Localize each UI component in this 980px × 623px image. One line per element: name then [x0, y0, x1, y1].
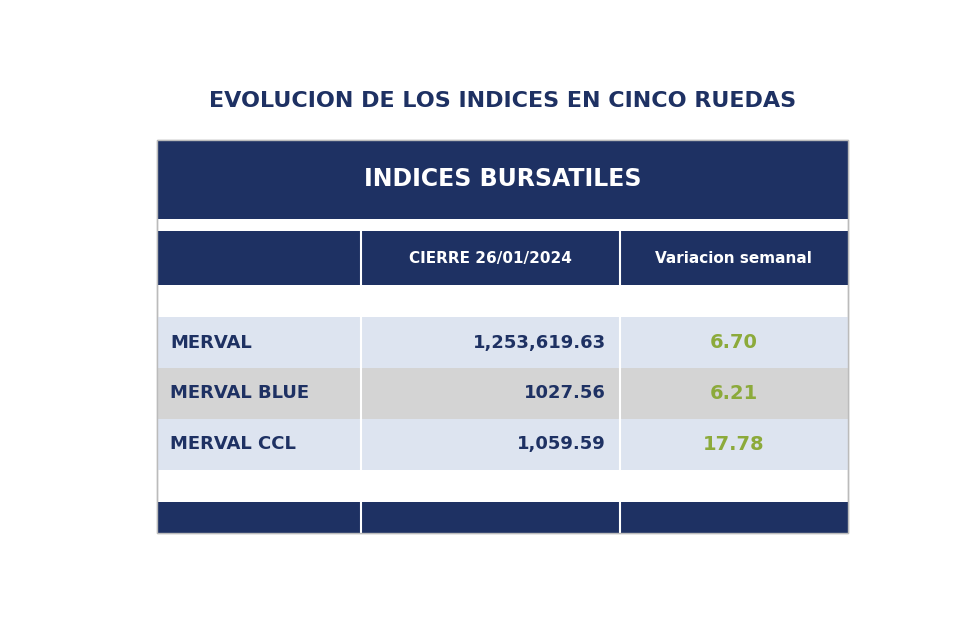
Text: 6.21: 6.21 — [710, 384, 758, 403]
Text: 1027.56: 1027.56 — [524, 384, 606, 402]
Text: CIERRE 26/01/2024: CIERRE 26/01/2024 — [409, 250, 571, 265]
Text: INDICES BURSATILES: INDICES BURSATILES — [364, 168, 641, 191]
Text: 1,253,619.63: 1,253,619.63 — [473, 334, 606, 351]
Text: MERVAL CCL: MERVAL CCL — [171, 435, 296, 453]
Bar — [157, 140, 848, 533]
Bar — [157, 368, 848, 419]
Bar — [157, 140, 848, 219]
Text: EVOLUCION DE LOS INDICES EN CINCO RUEDAS: EVOLUCION DE LOS INDICES EN CINCO RUEDAS — [209, 91, 796, 111]
Bar — [157, 140, 848, 533]
Text: Variacion semanal: Variacion semanal — [656, 250, 812, 265]
Text: 6.70: 6.70 — [710, 333, 758, 352]
Bar — [157, 502, 848, 533]
Text: 1,059.59: 1,059.59 — [517, 435, 606, 453]
Text: MERVAL BLUE: MERVAL BLUE — [171, 384, 310, 402]
Bar — [157, 231, 848, 285]
Bar — [157, 419, 848, 470]
Text: MERVAL: MERVAL — [171, 334, 252, 351]
Text: 17.78: 17.78 — [703, 435, 764, 454]
Bar — [157, 317, 848, 368]
